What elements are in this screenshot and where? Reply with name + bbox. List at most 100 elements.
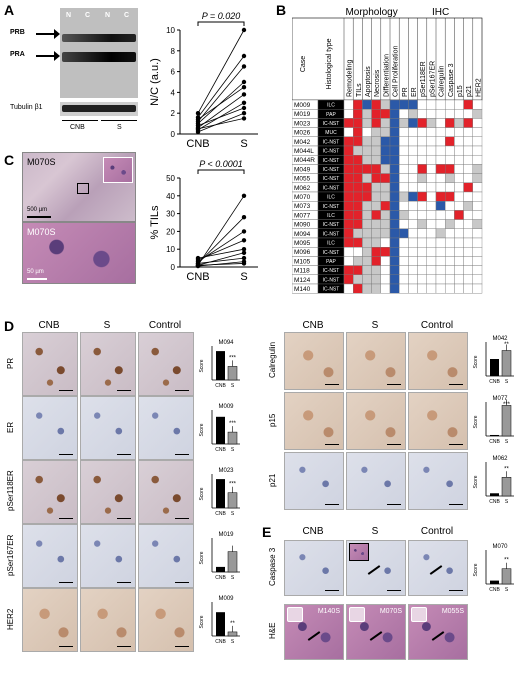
- heat-cell: [417, 200, 427, 211]
- y-tick-label: 8: [171, 47, 176, 56]
- heat-cell: [463, 118, 474, 128]
- score-bar-chart: Score M062 ** CNB S: [473, 456, 514, 505]
- heat-cell: [454, 118, 464, 128]
- point-s: [241, 85, 247, 90]
- heat-cell: [435, 154, 446, 165]
- heat-cell: [343, 173, 354, 184]
- heat-cell: [398, 274, 409, 285]
- heat-cell: [380, 154, 391, 165]
- type-label: ILC: [327, 241, 335, 247]
- heat-cell: [408, 283, 418, 294]
- score-bar-chart: Score M009 ** CNB S: [199, 596, 240, 645]
- heat-cell: [454, 191, 464, 202]
- score-bar-chart: Score M094 *** CNB S: [199, 340, 240, 389]
- bar-cnb: [490, 580, 499, 584]
- scalebar: [59, 453, 73, 455]
- column-header: S: [103, 320, 111, 331]
- heat-cell: [371, 274, 381, 285]
- heat-cell: [398, 164, 409, 174]
- case-label: M124: [294, 277, 311, 284]
- bar-category-label: CNB: [489, 379, 500, 385]
- heat-cell: [380, 256, 391, 266]
- case-label: M094: [294, 231, 311, 238]
- panel-label-b: B: [276, 2, 287, 18]
- heat-cell: [343, 118, 354, 128]
- heat-cell: [435, 283, 446, 294]
- heat-cell: [380, 246, 391, 257]
- heat-cell: [380, 127, 391, 137]
- heat-cell: [389, 283, 400, 294]
- heat-cell: [454, 228, 464, 239]
- column-header: Apoptosis: [365, 66, 372, 97]
- he-case-label: M055S: [441, 608, 464, 615]
- heat-cell: [417, 265, 427, 276]
- bar-category-label: S: [505, 587, 509, 593]
- scalebar-top: [27, 216, 51, 218]
- heat-cell: [353, 127, 363, 137]
- column-header: Calregulin: [439, 65, 446, 97]
- heat-cell: [362, 118, 372, 128]
- ihc-image: [80, 396, 136, 460]
- bar-s: [227, 492, 238, 509]
- heat-cell: [444, 191, 455, 202]
- bar-s: [501, 568, 512, 585]
- nc-ratio-chart: 0 2 4 6 8 10 N/C (a.u.) CNB S P = 0.020: [149, 11, 258, 150]
- bar-category-label: S: [505, 379, 509, 385]
- heat-cell: [343, 136, 354, 147]
- heat-cell: [362, 256, 372, 266]
- column-header: pSer167ER: [429, 61, 436, 97]
- case-id-label: M009: [218, 404, 234, 410]
- series-line: [197, 257, 245, 264]
- ihc-image: [80, 460, 136, 524]
- histo-header: Histological type: [326, 38, 333, 89]
- score-axis-label: Score: [473, 563, 479, 576]
- bar-category-label: CNB: [489, 499, 500, 505]
- significance-label: ***: [503, 402, 511, 408]
- blot-header-4: C: [124, 12, 130, 19]
- x-category-label: S: [240, 271, 247, 283]
- heat-cell: [435, 210, 446, 220]
- heat-cell: [426, 274, 437, 285]
- heat-cell: [426, 154, 437, 165]
- tubulin-blot: [60, 102, 138, 116]
- micro-label-top: M070S: [27, 157, 56, 167]
- heat-cell: [472, 274, 483, 285]
- heat-cell: [454, 127, 464, 137]
- scalebar: [175, 517, 189, 519]
- he-case-label: M070S: [379, 608, 402, 615]
- heat-cell: [444, 237, 455, 248]
- point-s: [241, 100, 247, 106]
- blot-header-1: N: [66, 12, 72, 19]
- heat-cell: [408, 200, 418, 211]
- heat-cell: [463, 173, 474, 184]
- heat-cell: [472, 283, 483, 294]
- heat-cell: [444, 219, 455, 230]
- heat-cell: [463, 99, 474, 110]
- bar-s: [227, 366, 238, 381]
- series-line: [197, 55, 245, 118]
- heat-cell: [408, 136, 418, 147]
- ihc-image: [138, 524, 194, 588]
- heat-cell: [362, 154, 372, 165]
- bar-category-label: S: [505, 439, 509, 445]
- heat-cell: [463, 265, 474, 276]
- heat-cell: [454, 99, 464, 110]
- blot-header-2: C: [85, 12, 91, 19]
- column-header: pSer118ER: [420, 61, 427, 97]
- heat-cell: [343, 191, 354, 202]
- case-label: M044L: [294, 148, 314, 155]
- heat-cell: [435, 136, 446, 147]
- group-header-morphology: Morphology: [345, 7, 397, 18]
- heat-cell: [353, 219, 363, 230]
- heat-cell: [472, 237, 483, 248]
- heat-cell: [463, 182, 474, 193]
- heat-cell: [417, 182, 427, 193]
- case-id-label: M019: [218, 532, 234, 538]
- case-label: M042: [294, 139, 311, 146]
- type-label: IC-NST: [323, 185, 340, 191]
- point-cnb: [195, 111, 201, 116]
- point-s: [241, 261, 247, 266]
- heat-cell: [389, 246, 400, 257]
- heat-cell: [353, 136, 363, 147]
- ihc-image: [346, 540, 406, 596]
